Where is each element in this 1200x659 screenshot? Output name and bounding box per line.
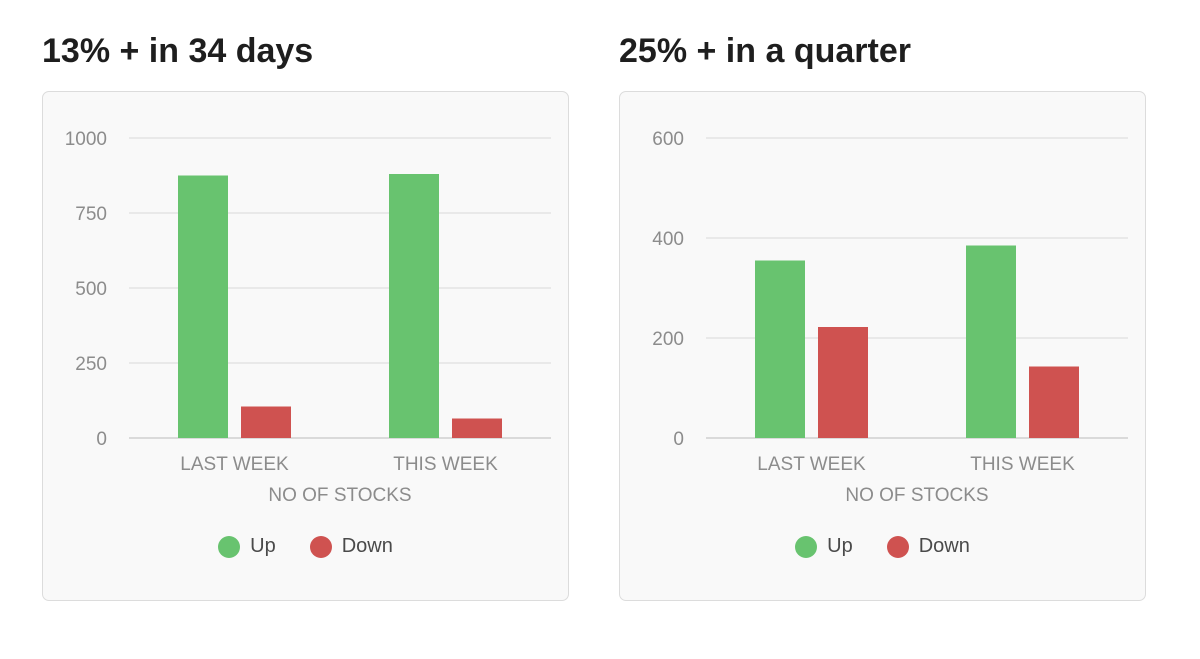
x-axis-title: NO OF STOCKS [268, 485, 411, 506]
bar-chart: 0 200 400 600 LAST WEEK THIS WEEK NO OF STOCKS [652, 129, 1128, 506]
bar-down [241, 406, 291, 438]
legend-item-down[interactable]: Down [886, 535, 970, 558]
y-tick-label: 400 [652, 229, 684, 250]
x-category-label: THIS WEEK [393, 454, 498, 475]
y-tick-label: 0 [96, 429, 107, 450]
legend-swatch-up [795, 535, 818, 558]
y-tick-label: 750 [75, 204, 107, 225]
x-category-label: THIS WEEK [970, 454, 1075, 475]
legend-label: Down [341, 535, 393, 557]
chart-card: 0 250 500 750 1000 LAST WEEK THIS WEEK NO OF ST… [42, 91, 569, 601]
chart-card: 0 200 400 600 LAST WEEK THIS WEEK NO OF STOCKS… [619, 91, 1146, 601]
legend-swatch-down [309, 535, 332, 558]
chart-panel: 25% + in a quarter 0 200 400 600 LAST WEEK TH… [619, 0, 1146, 659]
bar-down [818, 327, 868, 438]
legend-item-down[interactable]: Down [309, 535, 393, 558]
bar-up [966, 245, 1016, 438]
bar-down [1029, 366, 1079, 438]
legend-swatch-down [886, 535, 909, 558]
legend-label: Down [918, 535, 970, 557]
bar-up [755, 260, 805, 438]
legend: Up Down [43, 535, 568, 558]
bar-down [452, 418, 502, 438]
y-tick-label: 0 [673, 429, 684, 450]
legend-item-up[interactable]: Up [795, 535, 853, 558]
chart-panel: 13% + in 34 days 0 250 500 750 1000 LAST WEEK… [42, 0, 569, 659]
chart-title: 13% + in 34 days [42, 32, 314, 70]
y-tick-label: 1000 [65, 129, 107, 150]
bar-up [178, 175, 228, 438]
legend-item-up[interactable]: Up [218, 535, 276, 558]
x-axis-title: NO OF STOCKS [845, 485, 988, 506]
bar-chart: 0 250 500 750 1000 LAST WEEK THIS WEEK NO OF ST… [65, 129, 551, 506]
y-tick-label: 250 [75, 354, 107, 375]
legend-label: Up [827, 535, 853, 557]
y-tick-label: 500 [75, 279, 107, 300]
legend: Up Down [620, 535, 1145, 558]
legend-swatch-up [218, 535, 241, 558]
bar-up [389, 174, 439, 438]
chart-title: 25% + in a quarter [619, 32, 911, 70]
y-tick-label: 600 [652, 129, 684, 150]
x-category-label: LAST WEEK [180, 454, 289, 475]
x-category-label: LAST WEEK [757, 454, 866, 475]
y-tick-label: 200 [652, 329, 684, 350]
legend-label: Up [250, 535, 276, 557]
